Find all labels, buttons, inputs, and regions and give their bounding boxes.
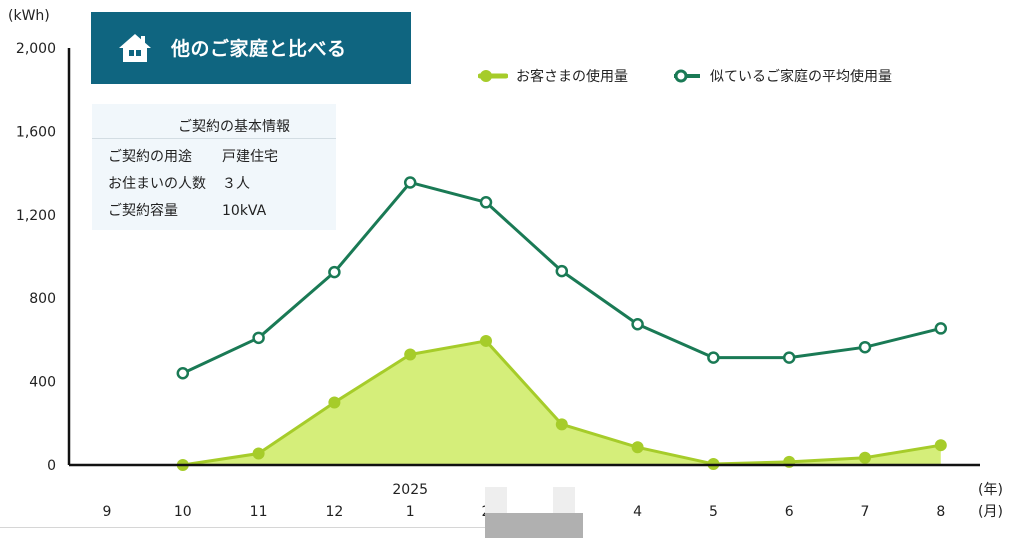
- y-tick-label: 800: [29, 291, 56, 307]
- home-icon: [119, 34, 151, 62]
- scroll-tab-left[interactable]: [485, 487, 507, 513]
- average-data-point: [328, 265, 341, 279]
- contract-info-row: お住まいの人数 ３人: [108, 173, 250, 193]
- customer-data-point: [934, 439, 947, 452]
- customer-data-point: [631, 441, 644, 454]
- customer-legend-marker: [478, 70, 508, 82]
- x-tick-label: 9: [103, 504, 112, 520]
- average-data-point: [403, 176, 417, 189]
- legend-label-customer: お客さまの使用量: [516, 69, 628, 85]
- average-data-point: [782, 351, 796, 364]
- average-data-point: [934, 322, 948, 335]
- customer-data-point: [404, 348, 417, 361]
- x-tick-label: 4: [633, 504, 642, 520]
- y-tick-label: 400: [29, 375, 56, 391]
- scroll-tab-right[interactable]: [553, 487, 575, 513]
- contract-info-row: ご契約容量 10kVA: [108, 200, 266, 220]
- x-tick-label: 12: [325, 504, 343, 520]
- y-tick-label: 1,200: [16, 208, 56, 224]
- y-tick-label: 2,000: [16, 41, 56, 57]
- average-legend-marker: [674, 69, 700, 83]
- y-tick-labels: 0 400 800 1,200 1,600 2,000: [16, 41, 56, 474]
- x-tick-label: 5: [709, 504, 718, 520]
- average-data-point: [631, 318, 644, 331]
- contract-info-value: ３人: [222, 176, 250, 192]
- contract-info-title: ご契約の基本情報: [178, 119, 290, 135]
- contract-info-value: 戸建住宅: [222, 149, 278, 165]
- compare-header-banner: 他のご家庭と比べる: [91, 12, 411, 84]
- contract-info-label: お住まいの人数: [108, 176, 206, 192]
- legend-label-average: 似ているご家庭の平均使用量: [710, 69, 892, 85]
- customer-data-point: [555, 418, 568, 431]
- contract-info-label: ご契約容量: [108, 203, 178, 219]
- customer-series: [176, 334, 947, 471]
- customer-data-point: [252, 447, 265, 460]
- legend-item-customer: お客さまの使用量: [478, 66, 628, 86]
- contract-info-panel: ご契約の基本情報 ご契約の用途 戸建住宅 お住まいの人数 ３人 ご契約容量 10kVA: [92, 104, 336, 230]
- page-title: 他のご家庭と比べる: [171, 38, 347, 60]
- x-tick-label: 7: [861, 504, 870, 520]
- average-series: [176, 176, 948, 380]
- customer-data-point: [480, 334, 492, 347]
- legend-item-average: 似ているご家庭の平均使用量: [672, 66, 892, 86]
- average-data-point: [479, 196, 493, 209]
- customer-data-point: [328, 396, 341, 409]
- x-tick-label: 1: [406, 504, 415, 520]
- bottom-divider: [0, 527, 485, 528]
- average-data-point: [252, 331, 265, 345]
- contract-info-value: 10kVA: [222, 203, 267, 219]
- average-data-point: [858, 340, 872, 354]
- average-data-point: [176, 367, 190, 380]
- average-data-point: [555, 264, 569, 278]
- year-label: 2025: [392, 482, 428, 498]
- customer-data-point: [859, 451, 871, 464]
- contract-info-label: ご契約の用途: [108, 149, 192, 165]
- average-data-point: [707, 351, 720, 364]
- y-axis-unit: (kWh): [8, 8, 50, 24]
- x-unit-month: (月): [978, 504, 1003, 520]
- x-tick-label: 11: [250, 504, 268, 520]
- divider: [92, 138, 336, 139]
- y-tick-label: 1,600: [16, 124, 56, 140]
- y-tick-label: 0: [47, 458, 56, 474]
- x-unit-year: (年): [978, 482, 1003, 498]
- horizontal-scrollbar[interactable]: [485, 513, 583, 538]
- x-tick-label: 8: [936, 504, 945, 520]
- contract-info-row: ご契約の用途 戸建住宅: [108, 146, 278, 166]
- x-tick-label: 10: [174, 504, 192, 520]
- x-tick-label: 6: [785, 504, 794, 520]
- customer-area-fill: [182, 340, 941, 465]
